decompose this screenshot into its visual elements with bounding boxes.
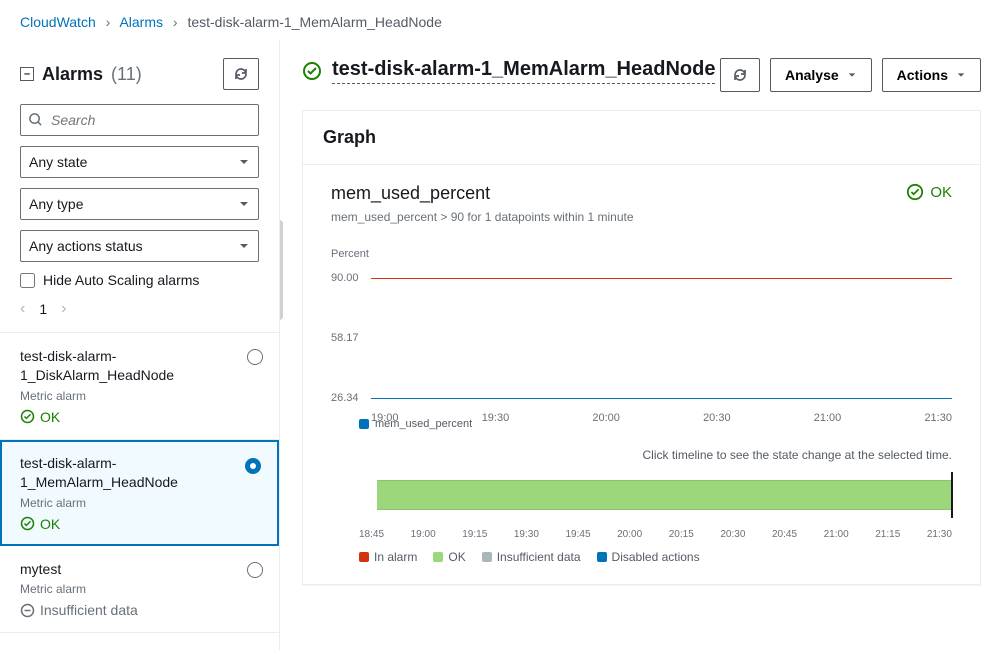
actions-label: Actions [897, 67, 948, 83]
breadcrumb-sep: › [173, 14, 178, 30]
breadcrumb-current: test-disk-alarm-1_MemAlarm_HeadNode [187, 14, 441, 30]
type-filter-value: Any type [29, 196, 83, 212]
ytick: 58.17 [331, 332, 359, 344]
metric-status-text: OK [930, 184, 952, 201]
sidebar: – Alarms (11) Any state Any type [0, 40, 280, 650]
pager-next[interactable]: › [61, 300, 66, 318]
y-axis-label: Percent [331, 248, 952, 260]
threshold-line [371, 278, 952, 279]
search-icon [28, 112, 43, 127]
legend-swatch [597, 552, 607, 562]
status-ok-icon [302, 61, 322, 81]
legend-swatch [359, 419, 369, 429]
legend-swatch [359, 552, 369, 562]
timeline-cursor[interactable] [951, 472, 953, 518]
collapse-icon[interactable]: – [20, 67, 34, 81]
analyse-button[interactable]: Analyse [770, 58, 872, 92]
state-timeline[interactable]: 18:4519:0019:1519:3019:4520:0020:1520:30… [359, 472, 952, 528]
alarm-name: test-disk-alarm-1_MemAlarm_HeadNode [20, 454, 259, 492]
state-legend-item: Insufficient data [482, 550, 581, 564]
state-legend-item: OK [433, 550, 465, 564]
alarm-radio[interactable] [245, 458, 261, 474]
legend-label: Disabled actions [612, 550, 700, 564]
caret-down-icon [847, 70, 857, 80]
graph-heading: Graph [323, 127, 960, 148]
alarm-status: Insufficient data [20, 602, 259, 618]
legend-swatch [482, 552, 492, 562]
alarm-radio[interactable] [247, 562, 263, 578]
ytick: 26.34 [331, 392, 359, 404]
status-insufficient-icon [20, 603, 35, 618]
alarm-radio[interactable] [247, 349, 263, 365]
state-filter-value: Any state [29, 154, 87, 170]
actions-button[interactable]: Actions [882, 58, 981, 92]
hide-autoscaling-label: Hide Auto Scaling alarms [43, 272, 199, 288]
main-panel: test-disk-alarm-1_MemAlarm_HeadNode Anal… [280, 40, 1003, 650]
refresh-main-button[interactable] [720, 58, 760, 92]
caret-down-icon [956, 70, 966, 80]
metric-status: OK [906, 183, 952, 201]
alarm-list: test-disk-alarm-1_DiskAlarm_HeadNode Metr… [0, 333, 279, 650]
metric-name: mem_used_percent [331, 183, 490, 204]
caret-down-icon [238, 156, 250, 168]
sidebar-title-text: Alarms [42, 64, 103, 85]
chart-xaxis: 19:0019:3020:0020:3021:0021:30 [371, 412, 952, 424]
legend-label: Insufficient data [497, 550, 581, 564]
data-line [371, 398, 952, 399]
analyse-label: Analyse [785, 67, 839, 83]
alarm-list-item[interactable]: test-disk-alarm-1_DiskAlarm_HeadNode Metr… [0, 333, 279, 440]
actions-filter-select[interactable]: Any actions status [20, 230, 259, 262]
pager-prev[interactable]: ‹ [20, 300, 25, 318]
hide-autoscaling-checkbox[interactable] [20, 273, 35, 288]
alarm-name: test-disk-alarm-1_DiskAlarm_HeadNode [20, 347, 259, 385]
type-filter-select[interactable]: Any type [20, 188, 259, 220]
timeline-bar [377, 480, 952, 510]
page-title: test-disk-alarm-1_MemAlarm_HeadNode [332, 58, 715, 84]
alarm-count: (11) [111, 64, 142, 85]
sidebar-title: – Alarms (11) [20, 64, 142, 85]
state-legend: In alarm OK Insufficient data Disabled acti… [359, 550, 952, 564]
timeline-xaxis: 18:4519:0019:1519:3019:4520:0020:1520:30… [359, 529, 952, 540]
refresh-icon [233, 66, 249, 82]
breadcrumb-root[interactable]: CloudWatch [20, 14, 96, 30]
alarm-status: OK [20, 409, 259, 425]
metric-condition: mem_used_percent > 90 for 1 datapoints w… [331, 210, 952, 224]
state-legend-item: In alarm [359, 550, 417, 564]
actions-filter-value: Any actions status [29, 238, 143, 254]
breadcrumb-sep: › [106, 14, 111, 30]
timeline-hint: Click timeline to see the state change a… [331, 448, 952, 462]
alarm-list-item[interactable]: mytest Metric alarm Insufficient data [0, 546, 279, 634]
pager-page: 1 [39, 301, 47, 317]
graph-card: Graph mem_used_percent OK mem_used_perce… [302, 110, 981, 585]
hide-autoscaling-check[interactable]: Hide Auto Scaling alarms [20, 272, 259, 288]
legend-label: OK [448, 550, 465, 564]
ytick: 90.00 [331, 272, 359, 284]
status-ok-icon [20, 409, 35, 424]
alarm-status: OK [20, 516, 259, 532]
metric-chart[interactable]: 90.0058.1726.3419:0019:3020:0020:3021:00… [331, 268, 952, 408]
state-legend-item: Disabled actions [597, 550, 700, 564]
alarm-type: Metric alarm [20, 389, 259, 403]
alarm-name: mytest [20, 560, 259, 579]
state-filter-select[interactable]: Any state [20, 146, 259, 178]
status-ok-icon [20, 516, 35, 531]
caret-down-icon [238, 240, 250, 252]
alarm-type: Metric alarm [20, 496, 259, 510]
scroll-handle[interactable] [280, 220, 283, 320]
breadcrumb: CloudWatch › Alarms › test-disk-alarm-1_… [0, 0, 1003, 40]
breadcrumb-section[interactable]: Alarms [119, 14, 163, 30]
alarm-type: Metric alarm [20, 582, 259, 596]
refresh-sidebar-button[interactable] [223, 58, 259, 90]
alarm-list-item[interactable]: test-disk-alarm-1_MemAlarm_HeadNode Metri… [0, 440, 279, 546]
refresh-icon [732, 67, 748, 83]
caret-down-icon [238, 198, 250, 210]
legend-swatch [433, 552, 443, 562]
pager: ‹ 1 › [20, 300, 259, 318]
status-ok-icon [906, 183, 924, 201]
legend-label: In alarm [374, 550, 417, 564]
search-input[interactable] [20, 104, 259, 136]
